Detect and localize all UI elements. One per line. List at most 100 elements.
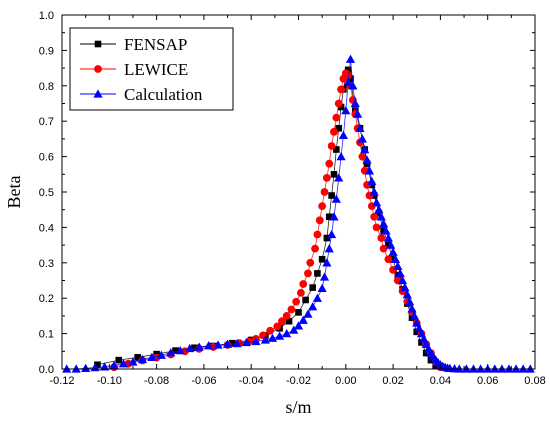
data-point-calculation <box>390 254 401 263</box>
y-tick-label: 0.6 <box>39 152 54 164</box>
data-point-calculation <box>267 333 278 342</box>
data-point-fensap <box>134 354 141 361</box>
data-point-calculation <box>185 343 195 353</box>
data-point-calculation <box>175 345 185 355</box>
data-point-fensap <box>337 103 345 111</box>
data-point-calculation <box>383 233 393 242</box>
data-point-calculation <box>289 325 299 334</box>
data-point-fensap <box>115 356 123 364</box>
series-line-fensap <box>97 68 436 366</box>
data-point-calculation <box>374 205 384 214</box>
y-axis-title: Beta <box>4 176 24 209</box>
data-point-fensap <box>309 284 316 291</box>
data-point-calculation <box>222 339 233 348</box>
data-point-fensap <box>94 361 101 369</box>
legend-label-lewice: LEWICE <box>124 60 188 79</box>
data-point-fensap <box>347 75 354 83</box>
data-point-calculation <box>118 359 129 368</box>
data-point-calculation <box>369 187 379 196</box>
data-point-calculation <box>282 329 292 338</box>
data-point-calculation <box>213 340 223 349</box>
data-point-calculation <box>381 226 391 235</box>
x-tick-label: 0.06 <box>477 375 498 387</box>
data-point-lewice <box>332 113 341 122</box>
data-point-calculation <box>338 130 349 140</box>
data-point-calculation <box>147 352 157 361</box>
y-tick-label: 0.0 <box>39 364 54 376</box>
x-tick-label: -0.06 <box>191 375 216 387</box>
data-point-lewice <box>313 230 322 239</box>
legend-marker-fensap <box>94 40 102 48</box>
data-point-calculation <box>357 134 367 143</box>
data-point-calculation <box>348 81 358 90</box>
data-point-calculation <box>319 272 330 281</box>
data-point-lewice <box>372 223 381 232</box>
data-point-lewice <box>379 244 388 253</box>
data-point-fensap <box>295 309 302 316</box>
data-point-lewice <box>266 326 275 335</box>
data-point-calculation <box>322 258 332 267</box>
data-point-calculation <box>317 283 327 292</box>
data-point-calculation <box>397 275 408 285</box>
data-point-calculation <box>232 338 242 348</box>
data-point-calculation <box>353 109 363 118</box>
data-point-calculation <box>137 354 148 364</box>
data-point-calculation <box>260 335 270 344</box>
data-point-calculation <box>324 244 334 253</box>
data-point-fensap <box>328 192 335 199</box>
data-point-lewice <box>327 142 336 150</box>
data-point-calculation <box>298 315 308 324</box>
data-point-calculation <box>341 105 351 115</box>
x-tick-label: -0.04 <box>239 375 264 387</box>
data-point-calculation <box>109 360 119 370</box>
data-point-calculation <box>166 348 176 357</box>
data-point-lewice <box>296 288 305 297</box>
y-tick-label: 0.3 <box>39 258 54 270</box>
data-point-lewice <box>384 255 393 264</box>
data-point-calculation <box>400 282 410 292</box>
data-point-calculation <box>407 304 417 313</box>
x-tick-label: -0.10 <box>97 375 122 387</box>
data-point-calculation <box>345 54 356 63</box>
y-tick-label: 0.4 <box>39 222 54 234</box>
legend-marker-lewice <box>94 65 102 73</box>
data-point-fensap <box>325 213 333 221</box>
data-point-calculation <box>331 194 341 203</box>
data-point-calculation <box>362 155 372 164</box>
y-tick-label: 0.5 <box>39 187 54 199</box>
data-point-lewice <box>358 152 367 161</box>
data-point-lewice <box>287 305 296 314</box>
data-point-calculation <box>350 98 360 108</box>
data-point-calculation <box>379 219 389 228</box>
data-point-calculation <box>355 123 365 132</box>
data-point-calculation <box>395 268 405 278</box>
legend: FENSAP LEWICE Calculation <box>69 27 234 111</box>
data-point-lewice <box>273 322 282 331</box>
data-point-calculation <box>334 173 344 182</box>
data-point-calculation <box>251 336 261 346</box>
data-point-calculation <box>156 350 166 359</box>
data-point-fensap <box>285 317 293 325</box>
data-point-calculation <box>293 321 304 330</box>
x-tick-label: 0.08 <box>524 375 545 387</box>
data-point-lewice <box>330 127 338 136</box>
data-point-lewice <box>334 99 343 108</box>
x-tick-label: -0.08 <box>144 375 169 387</box>
data-point-lewice <box>377 234 386 242</box>
data-point-calculation <box>274 331 285 340</box>
data-point-lewice <box>344 71 353 80</box>
data-point-calculation <box>376 212 386 221</box>
data-point-calculation <box>386 240 396 249</box>
data-point-lewice <box>322 173 331 182</box>
y-tick-label: 0.2 <box>39 293 54 305</box>
data-point-lewice <box>306 258 315 267</box>
data-point-lewice <box>315 216 324 225</box>
y-tick-label: 0.7 <box>39 116 54 128</box>
data-point-fensap <box>323 234 331 242</box>
data-point-lewice <box>320 188 329 196</box>
y-tick-label: 0.8 <box>39 81 54 93</box>
data-point-calculation <box>327 229 337 239</box>
data-point-fensap <box>344 66 352 74</box>
data-point-calculation <box>99 362 110 371</box>
data-point-calculation <box>402 290 412 299</box>
